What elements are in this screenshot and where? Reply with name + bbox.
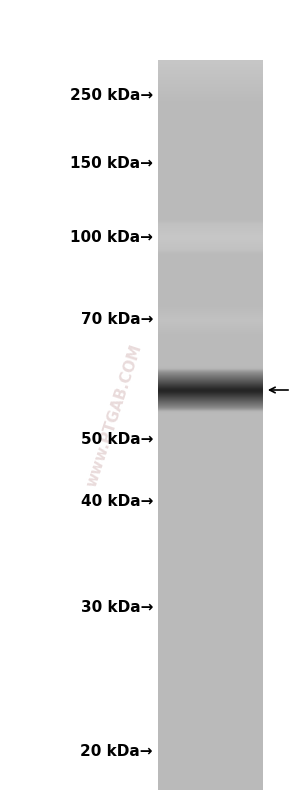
Text: 40 kDa→: 40 kDa→	[81, 495, 153, 510]
Text: 30 kDa→: 30 kDa→	[81, 599, 153, 614]
Text: www.PTGAB.COM: www.PTGAB.COM	[84, 342, 144, 489]
Text: 100 kDa→: 100 kDa→	[70, 229, 153, 244]
Text: 150 kDa→: 150 kDa→	[70, 156, 153, 170]
Text: 20 kDa→: 20 kDa→	[80, 745, 153, 760]
Text: 70 kDa→: 70 kDa→	[81, 312, 153, 328]
Text: 50 kDa→: 50 kDa→	[81, 432, 153, 447]
Text: 250 kDa→: 250 kDa→	[70, 88, 153, 102]
